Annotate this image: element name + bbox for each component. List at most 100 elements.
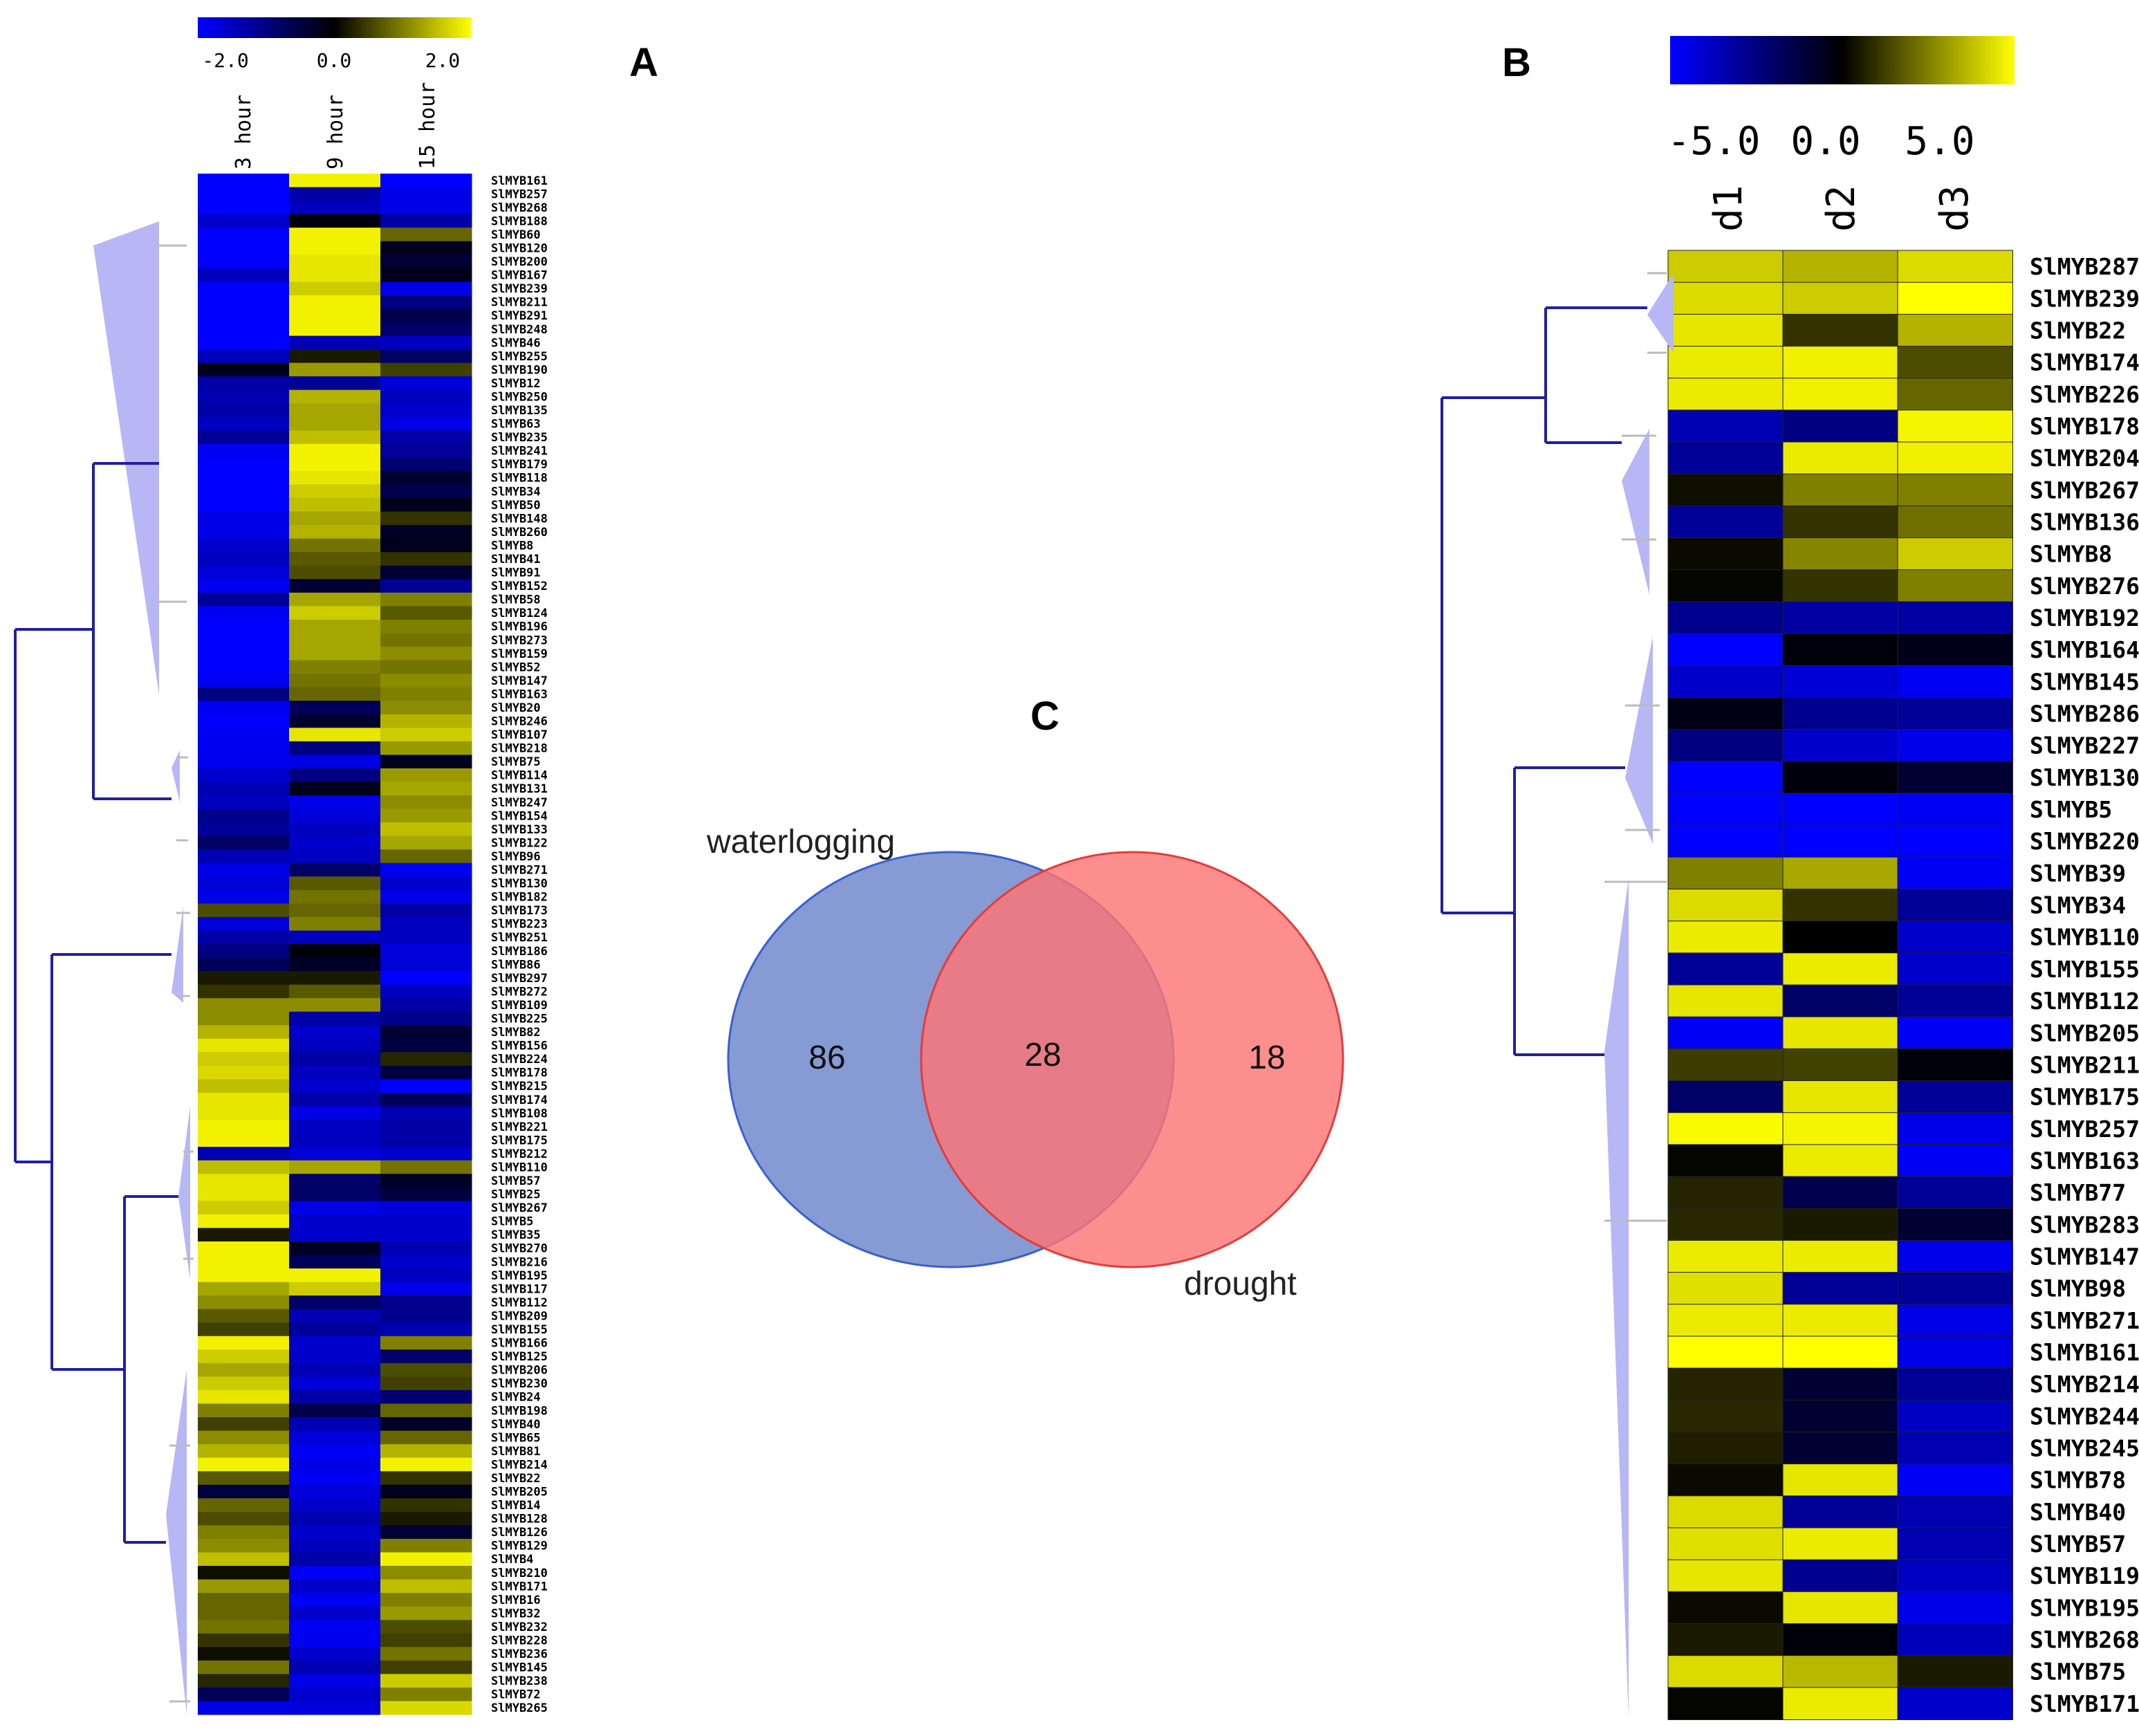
heatmap-b-cell — [1897, 1144, 2013, 1178]
heatmap-a-cell — [198, 1255, 290, 1269]
heatmap-a-cell — [380, 1633, 472, 1647]
panel-label-b: B — [1502, 40, 1531, 85]
heatmap-a-cell — [380, 1214, 472, 1228]
heatmap-b-cell — [1897, 856, 2013, 890]
heatmap-a-cell — [289, 322, 381, 337]
heatmap-a-cell — [380, 1336, 472, 1350]
heatmap-b-cell — [1667, 824, 1784, 858]
heatmap-b-cell — [1897, 250, 2013, 284]
heatmap-b-cell — [1782, 761, 1898, 794]
heatmap-a-row-label: SlMYB25 — [491, 1188, 541, 1202]
heatmap-a-row-label: SlMYB235 — [491, 431, 548, 445]
heatmap-b-cell — [1897, 1176, 2013, 1210]
heatmap-a-row-label: SlMYB145 — [491, 1661, 548, 1675]
heatmap-a-cell — [198, 1025, 290, 1040]
heatmap-a-row-label: SlMYB57 — [491, 1174, 541, 1188]
heatmap-a-cell — [289, 606, 381, 620]
heatmap-a-cell — [380, 281, 472, 296]
heatmap-b-cell — [1897, 473, 2013, 507]
heatmap-a-cell — [380, 1241, 472, 1256]
heatmap-a-cell — [198, 728, 290, 742]
column-label-9-hour: 9 hour — [324, 95, 348, 169]
heatmap-a-cell — [198, 525, 290, 539]
heatmap-a-cell — [380, 1417, 472, 1432]
heatmap-a-row-label: SlMYB225 — [491, 1012, 548, 1026]
heatmap-a-row-label: SlMYB131 — [491, 782, 548, 796]
heatmap-a-cell — [289, 619, 381, 634]
heatmap-a-row-label: SlMYB72 — [491, 1688, 541, 1702]
heatmap-b-row-label: SlMYB227 — [2030, 732, 2139, 759]
heatmap-a-row-label: SlMYB155 — [491, 1323, 548, 1337]
heatmap-a-cell — [380, 389, 472, 404]
heatmap-b-row-label: SlMYB164 — [2030, 636, 2139, 663]
heatmap-a-cell — [380, 768, 472, 782]
heatmap-a-cell — [289, 457, 381, 472]
heatmap-a-row-label: SlMYB251 — [491, 931, 548, 945]
heatmap-a-cell — [198, 1241, 290, 1256]
heatmap-b-cell — [1782, 1080, 1898, 1114]
heatmap-a-cell — [289, 889, 381, 904]
heatmap-b-cell — [1782, 921, 1898, 954]
heatmap-a-cell — [380, 1187, 472, 1201]
heatmap-a-row-label: SlMYB82 — [491, 1026, 541, 1040]
heatmap-a-cell — [198, 1430, 290, 1445]
heatmap-a-cell — [289, 1566, 381, 1580]
heatmap-a-cell — [380, 674, 472, 688]
heatmap-a-row-label: SlMYB154 — [491, 809, 548, 823]
heatmap-b-cell — [1667, 281, 1784, 315]
heatmap-a-cell — [198, 889, 290, 904]
heatmap-a-cell — [380, 322, 472, 337]
heatmap-a-cell — [198, 701, 290, 715]
heatmap-a-row-label: SlMYB122 — [491, 836, 548, 850]
heatmap-a-cell — [198, 1106, 290, 1120]
heatmap-a-cell — [289, 1498, 381, 1513]
heatmap-a-cell — [380, 1160, 472, 1174]
heatmap-a-cell — [289, 1038, 381, 1053]
heatmap-b-cell — [1667, 1431, 1784, 1465]
heatmap-b-row-label: SlMYB5 — [2030, 796, 2112, 823]
heatmap-a-row-label: SlMYB250 — [491, 390, 548, 404]
heatmap-b-cell — [1667, 1655, 1784, 1688]
heatmap-a-row-label: SlMYB238 — [491, 1674, 548, 1688]
heatmap-a-cell — [198, 795, 290, 810]
heatmap-b-cell — [1667, 1208, 1784, 1241]
heatmap-b-cell — [1667, 633, 1784, 667]
heatmap-a-cell — [198, 1511, 290, 1526]
heatmap-b-cell — [1782, 601, 1898, 635]
heatmap-a-cell — [198, 1579, 290, 1594]
heatmap-a-cell — [380, 268, 472, 282]
heatmap-a-cell — [289, 971, 381, 986]
heatmap-a-row-label: SlMYB186 — [491, 945, 548, 959]
heatmap-a-row-label: SlMYB147 — [491, 674, 548, 688]
heatmap-a-row-label: SlMYB260 — [491, 526, 548, 539]
heatmap-b-row-label: SlMYB214 — [2030, 1371, 2139, 1398]
heatmap-b-cell — [1897, 1208, 2013, 1241]
heatmap-a-cell — [198, 1566, 290, 1580]
heatmap-a-cell — [198, 1687, 290, 1701]
heatmap-a-row-label: SlMYB32 — [491, 1607, 541, 1620]
heatmap-a-cell — [289, 1403, 381, 1418]
heatmap-a-cell — [289, 1376, 381, 1391]
heatmap-a-cell — [198, 903, 290, 918]
heatmap-a-cell — [289, 1511, 381, 1526]
heatmap-a-cell — [380, 349, 472, 364]
heatmap-a-row-label: SlMYB133 — [491, 823, 548, 837]
heatmap-a-cell — [289, 228, 381, 242]
heatmap-a-cell — [380, 849, 472, 864]
heatmap-a-cell — [198, 174, 290, 188]
heatmap-b-cell — [1667, 856, 1784, 890]
heatmap-a-row-label: SlMYB190 — [491, 363, 548, 377]
heatmap-a-cell — [198, 1038, 290, 1053]
venn-set-drought — [920, 851, 1344, 1268]
heatmap-a-cell — [380, 187, 472, 201]
heatmap-a-cell — [289, 1417, 381, 1432]
heatmap-b-cell — [1782, 250, 1898, 284]
heatmap-a-cell — [380, 255, 472, 269]
heatmap-b-cell — [1782, 888, 1898, 922]
heatmap-b-cell — [1667, 761, 1784, 794]
heatmap-a-row-label: SlMYB216 — [491, 1255, 548, 1269]
heatmap-a-cell — [380, 903, 472, 918]
heatmap-a-cell — [380, 822, 472, 837]
heatmap-a-cell — [198, 484, 290, 499]
heatmap-a-cell — [198, 511, 290, 526]
